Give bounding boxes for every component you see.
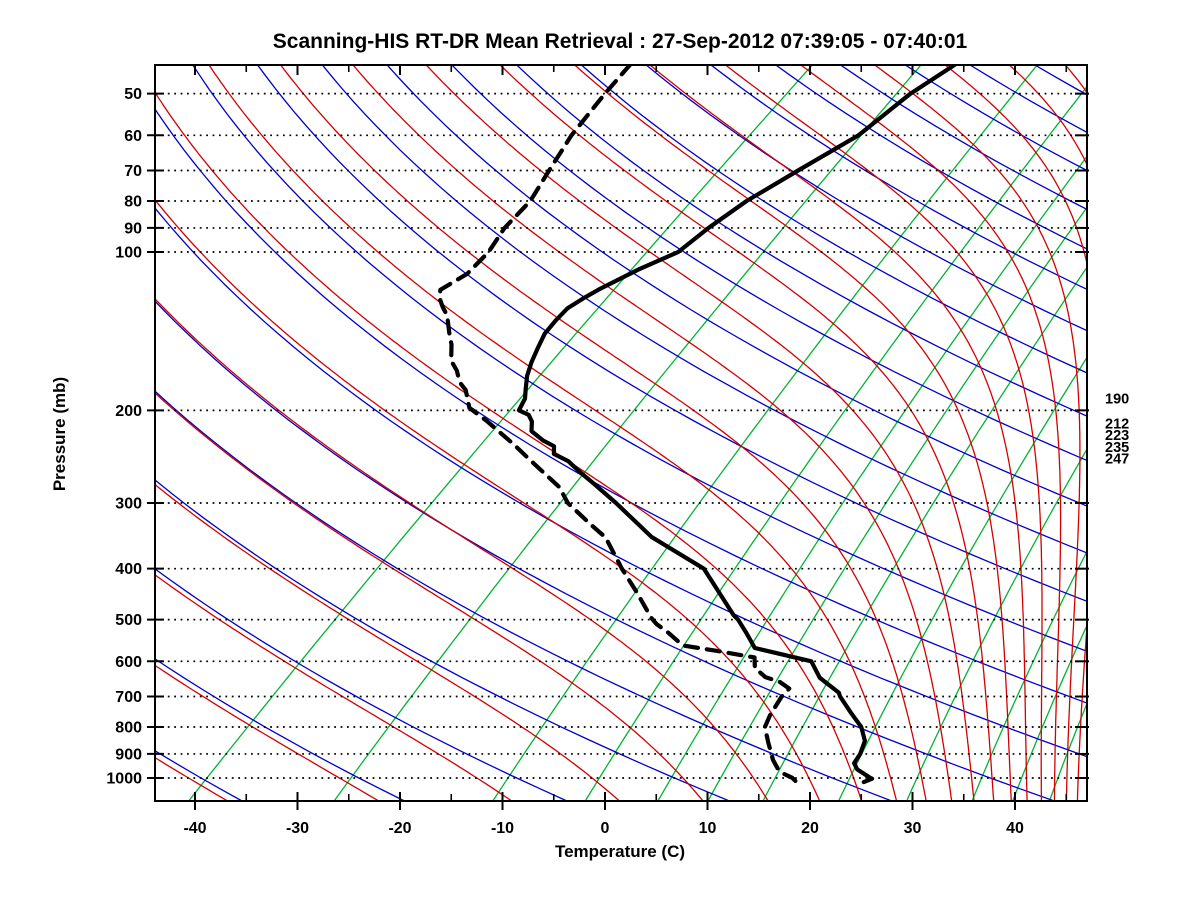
pressure-tick-label: 300 <box>115 495 142 512</box>
pressure-tick-label: 70 <box>124 163 142 180</box>
dewpoint-profile-line <box>437 65 798 784</box>
chart-title: Scanning-HIS RT-DR Mean Retrieval : 27-S… <box>272 30 968 53</box>
axes-frame <box>154 64 1088 802</box>
pressure-tick-label: 500 <box>115 612 142 629</box>
mixing-ratio-line <box>906 447 1087 801</box>
pressure-tick-label: 800 <box>115 720 142 737</box>
moist-adiabat-line <box>425 65 975 801</box>
temp-tick-label: 30 <box>904 820 922 837</box>
mixing-ratio-line <box>762 266 1087 801</box>
moist-adiabat-line <box>155 664 380 801</box>
mixing-ratio-line <box>971 549 1087 801</box>
moist-adiabat-line <box>155 198 821 801</box>
temperature-axis: -40 -30 -20 -10 0 10 20 30 40 <box>183 65 1068 837</box>
temp-tick-label: 0 <box>601 820 610 837</box>
moist-adiabat-line <box>352 65 953 801</box>
plot-border <box>154 64 1088 802</box>
pressure-tick-label: 600 <box>115 654 142 671</box>
y-axis-title: Pressure (mb) <box>50 376 69 492</box>
moist-adiabat-line <box>724 65 1043 801</box>
right-pressure-label: 212 <box>1105 417 1129 433</box>
moist-adiabat-line <box>208 65 898 801</box>
pressure-gridlines <box>155 92 1087 779</box>
dry-adiabat-line <box>645 65 1087 332</box>
pressure-tick-label: 100 <box>115 245 142 262</box>
moist-adiabat-line <box>155 483 620 801</box>
temp-tick-label: 10 <box>699 820 717 837</box>
moist-adiabat-line <box>873 65 1081 801</box>
pressure-tick-label: 900 <box>115 746 142 763</box>
dry-adiabat-line <box>839 65 1087 211</box>
right-pressure-label: 223 <box>1105 428 1129 444</box>
moist-adiabat-line <box>155 392 704 801</box>
dry-adiabats <box>155 65 1087 801</box>
right-pressure-label: 235 <box>1105 440 1129 456</box>
pressure-tick-label: 90 <box>124 220 142 237</box>
mixing-ratio-line <box>1012 623 1087 801</box>
pressure-tick-label: 200 <box>115 403 142 420</box>
moist-adiabat-line <box>799 65 1062 801</box>
mixing-ratio-line <box>584 85 1087 801</box>
dry-adiabat-line <box>450 65 1087 462</box>
sounding-profiles <box>437 65 958 785</box>
dry-adiabat-line <box>155 300 1055 801</box>
dry-adiabat-line <box>580 65 1087 374</box>
pressure-tick-label: 50 <box>124 86 142 103</box>
moist-adiabat-line <box>944 65 1087 801</box>
temp-tick-label: -40 <box>183 820 206 837</box>
pressure-tick-label: 60 <box>124 128 142 145</box>
plot-area <box>155 65 1087 801</box>
dry-adiabat-line <box>155 479 730 801</box>
x-axis-title: Temperature (C) <box>554 842 686 861</box>
pressure-tick-label: 700 <box>115 689 142 706</box>
dry-adiabat-line <box>321 65 1087 554</box>
mixing-ratio-line <box>492 65 1039 801</box>
dry-adiabat-line <box>256 65 1087 603</box>
pressure-tick-label: 400 <box>115 561 142 578</box>
temp-tick-label: -10 <box>491 820 514 837</box>
dry-adiabat-line <box>155 207 1087 758</box>
right-pressure-label: 190 <box>1105 392 1129 408</box>
moist-adiabat-line <box>499 65 995 801</box>
moist-adiabat-line <box>279 65 927 801</box>
right-pressure-label: 247 <box>1105 452 1129 468</box>
dry-adiabat-line <box>155 390 893 801</box>
moist-adiabat-line <box>155 297 769 801</box>
moist-adiabat-line <box>155 91 863 801</box>
dry-adiabat-line <box>774 65 1087 250</box>
dry-adiabat-line <box>155 107 1087 704</box>
temp-tick-label: 20 <box>801 820 819 837</box>
pressure-axis: 50 60 70 80 90 100 200 300 400 500 600 700 800 900 100… <box>106 86 1089 788</box>
moist-adiabat-line <box>155 574 513 801</box>
moist-adiabats <box>155 65 1087 801</box>
pressure-tick-label: 80 <box>124 194 142 211</box>
dry-adiabat-line <box>192 65 1087 653</box>
dry-adiabat-line <box>386 65 1087 507</box>
dry-adiabat-line <box>515 65 1087 417</box>
mixing-ratio-line <box>657 155 1087 801</box>
moist-adiabat-line <box>573 65 1012 801</box>
pressure-tick-label: 1000 <box>106 771 142 788</box>
mixing-ratio-line <box>838 356 1087 801</box>
temp-tick-label: -30 <box>286 820 309 837</box>
temperature-profile-line <box>516 65 958 785</box>
mixing-ratio-line <box>707 206 1087 801</box>
moist-adiabat-line <box>648 65 1028 801</box>
temp-tick-label: -20 <box>388 820 411 837</box>
temp-tick-label: 40 <box>1006 820 1024 837</box>
dry-adiabat-line <box>155 658 405 801</box>
dry-adiabat-line <box>709 65 1087 291</box>
mixing-ratio-line <box>188 65 814 801</box>
dry-adiabat-line <box>155 568 568 801</box>
